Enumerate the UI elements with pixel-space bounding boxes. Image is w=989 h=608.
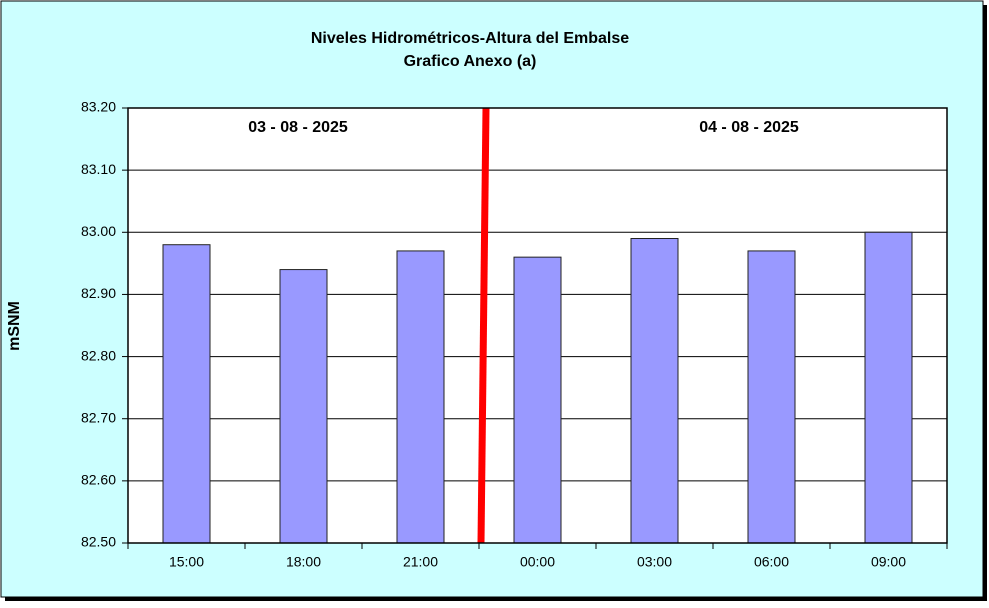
y-tick-label: 82.60 [81, 472, 116, 488]
y-tick-label: 82.50 [81, 534, 116, 550]
x-tick-label: 03:00 [637, 554, 672, 570]
chart-subtitle: Grafico Anexo (a) [404, 53, 537, 70]
bar [162, 244, 211, 544]
chart-title: Niveles Hidrométricos-Altura del Embalse [311, 30, 629, 47]
y-tick-label: 82.90 [81, 285, 116, 301]
bar [513, 256, 562, 544]
day-divider [477, 107, 490, 544]
bar [279, 269, 328, 544]
bar [630, 238, 679, 544]
y-tick-label: 83.20 [81, 99, 116, 115]
annotation: 03 - 08 - 2025 [248, 119, 348, 136]
y-tick-label: 83.10 [81, 161, 116, 177]
y-axis-label: mSNM [6, 301, 23, 351]
annotation: 04 - 08 - 2025 [699, 119, 799, 136]
y-tick-label: 82.70 [81, 409, 116, 425]
y-tick-label: 82.80 [81, 347, 116, 363]
bar [396, 250, 445, 544]
x-tick-label: 09:00 [871, 554, 906, 570]
x-tick-label: 21:00 [403, 554, 438, 570]
x-tick-label: 15:00 [169, 554, 204, 570]
y-tick-label: 83.00 [81, 223, 116, 239]
plot-border [127, 107, 948, 544]
x-tick-label: 00:00 [520, 554, 555, 570]
bar [747, 250, 796, 544]
x-tick-label: 06:00 [754, 554, 789, 570]
bar [864, 231, 913, 544]
x-tick-label: 18:00 [286, 554, 321, 570]
